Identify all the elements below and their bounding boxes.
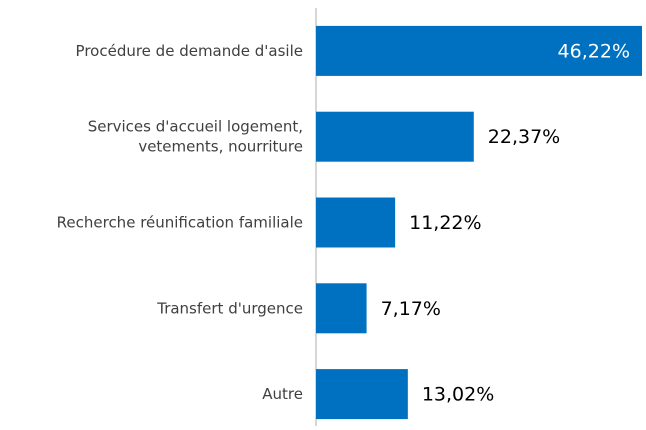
category-label: Recherche réunification familiale bbox=[57, 213, 303, 231]
category-label-line: Procédure de demande d'asile bbox=[76, 41, 303, 59]
bar bbox=[316, 369, 408, 420]
bar bbox=[316, 197, 396, 248]
category-label-line: Autre bbox=[262, 385, 303, 403]
category-label: Procédure de demande d'asile bbox=[76, 41, 303, 59]
category-label: Transfert d'urgence bbox=[156, 299, 303, 317]
category-label: Services d'accueil logement, vetements, n… bbox=[88, 117, 303, 155]
bar bbox=[316, 25, 642, 76]
category-label-line: vetements, nourriture bbox=[138, 137, 303, 155]
value-label: 46,22% bbox=[558, 40, 630, 62]
category-label: Autre bbox=[262, 385, 303, 403]
category-label-line: Recherche réunification familiale bbox=[57, 213, 303, 231]
value-label: 7,17% bbox=[381, 298, 441, 320]
category-label-line: Transfert d'urgence bbox=[156, 299, 303, 317]
value-label: 11,22% bbox=[409, 212, 481, 234]
value-label: 13,02% bbox=[422, 384, 494, 406]
bar bbox=[316, 283, 367, 334]
value-label: 22,37% bbox=[488, 126, 560, 148]
bar bbox=[316, 111, 474, 162]
category-label-line: Services d'accueil logement, bbox=[88, 117, 303, 135]
